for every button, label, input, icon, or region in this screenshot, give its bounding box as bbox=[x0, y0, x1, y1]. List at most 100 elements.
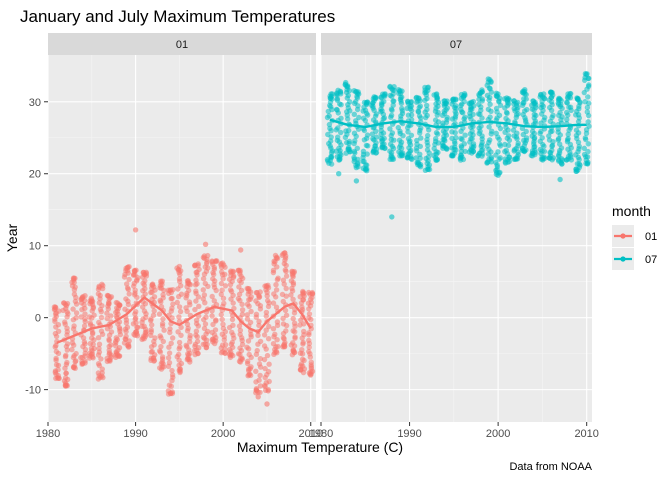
data-point bbox=[283, 273, 290, 279]
data-point bbox=[257, 356, 264, 362]
data-point bbox=[273, 287, 280, 293]
data-point bbox=[389, 130, 396, 136]
data-point bbox=[270, 341, 277, 347]
data-point bbox=[351, 88, 357, 94]
data-point bbox=[273, 304, 280, 310]
data-point bbox=[108, 329, 115, 335]
data-point bbox=[61, 319, 68, 325]
data-point bbox=[564, 116, 570, 123]
data-point bbox=[328, 138, 334, 144]
data-point bbox=[220, 321, 226, 327]
data-point bbox=[230, 300, 236, 306]
data-point bbox=[502, 141, 508, 148]
data-point bbox=[582, 135, 588, 141]
data-point bbox=[95, 361, 102, 367]
data-point bbox=[275, 275, 281, 281]
data-point bbox=[238, 356, 244, 362]
data-point bbox=[299, 356, 306, 362]
data-point bbox=[261, 356, 268, 363]
data-point bbox=[582, 99, 588, 105]
data-point bbox=[159, 320, 166, 327]
data-point bbox=[444, 114, 450, 121]
data-point bbox=[262, 365, 268, 372]
data-point bbox=[69, 340, 76, 346]
data-point bbox=[585, 119, 591, 125]
data-point bbox=[309, 289, 315, 296]
data-point bbox=[91, 312, 97, 318]
data-point bbox=[261, 343, 268, 349]
data-point bbox=[476, 101, 482, 108]
data-point bbox=[98, 356, 104, 362]
data-point bbox=[395, 87, 402, 93]
data-point-outlier bbox=[557, 176, 563, 183]
data-point bbox=[280, 277, 287, 283]
data-point bbox=[169, 372, 176, 378]
data-point bbox=[497, 155, 503, 161]
data-point-outlier bbox=[238, 247, 244, 253]
data-point bbox=[156, 311, 163, 317]
data-point bbox=[96, 300, 103, 306]
x-tick-label: 2010 bbox=[574, 428, 598, 440]
data-point bbox=[263, 309, 270, 316]
data-point bbox=[405, 98, 411, 105]
data-point bbox=[388, 112, 395, 119]
data-point bbox=[335, 125, 341, 131]
data-point bbox=[363, 142, 370, 149]
data-point bbox=[55, 322, 62, 328]
data-point bbox=[150, 312, 157, 318]
data-point bbox=[165, 355, 172, 361]
data-point bbox=[244, 312, 250, 318]
data-point bbox=[140, 269, 147, 275]
data-point-outlier bbox=[132, 227, 139, 233]
data-point bbox=[245, 338, 252, 344]
data-point bbox=[565, 91, 571, 97]
data-point bbox=[352, 138, 358, 144]
data-point bbox=[219, 287, 225, 293]
data-point bbox=[63, 352, 69, 358]
data-point bbox=[266, 378, 272, 385]
data-point bbox=[449, 129, 455, 135]
points-01 bbox=[51, 227, 316, 407]
data-point bbox=[201, 325, 208, 332]
data-point bbox=[141, 323, 147, 329]
data-point bbox=[220, 295, 227, 301]
data-point bbox=[523, 128, 529, 135]
data-point bbox=[354, 145, 360, 151]
data-point bbox=[524, 106, 530, 113]
data-point bbox=[328, 91, 334, 97]
data-point bbox=[55, 367, 61, 373]
data-point bbox=[450, 96, 456, 103]
data-point bbox=[413, 155, 419, 161]
data-point bbox=[61, 300, 67, 306]
data-point bbox=[177, 308, 184, 315]
data-point bbox=[424, 85, 431, 91]
data-point bbox=[564, 100, 570, 106]
data-point bbox=[200, 276, 207, 282]
data-point bbox=[555, 126, 561, 132]
data-point bbox=[452, 120, 458, 127]
data-point bbox=[282, 307, 289, 314]
data-point bbox=[221, 300, 227, 307]
data-point bbox=[105, 293, 111, 299]
data-point bbox=[432, 117, 439, 123]
data-point bbox=[265, 336, 272, 342]
x-axis-title: Maximum Temperature (C) bbox=[237, 439, 403, 455]
data-point bbox=[183, 305, 189, 311]
data-point bbox=[89, 335, 95, 341]
data-point bbox=[308, 359, 314, 365]
y-axis-title: Year bbox=[4, 224, 20, 253]
data-point bbox=[201, 253, 208, 259]
data-point bbox=[380, 91, 386, 97]
data-point bbox=[431, 145, 437, 152]
data-point bbox=[175, 329, 181, 335]
data-point bbox=[218, 311, 224, 318]
data-point bbox=[229, 339, 235, 346]
data-point bbox=[573, 127, 580, 133]
data-point bbox=[218, 280, 225, 287]
facet-label-07: 07 bbox=[450, 39, 462, 51]
data-point bbox=[261, 332, 268, 338]
data-point bbox=[280, 335, 287, 341]
data-point bbox=[351, 130, 358, 136]
data-point bbox=[458, 135, 464, 142]
data-point bbox=[292, 334, 298, 340]
